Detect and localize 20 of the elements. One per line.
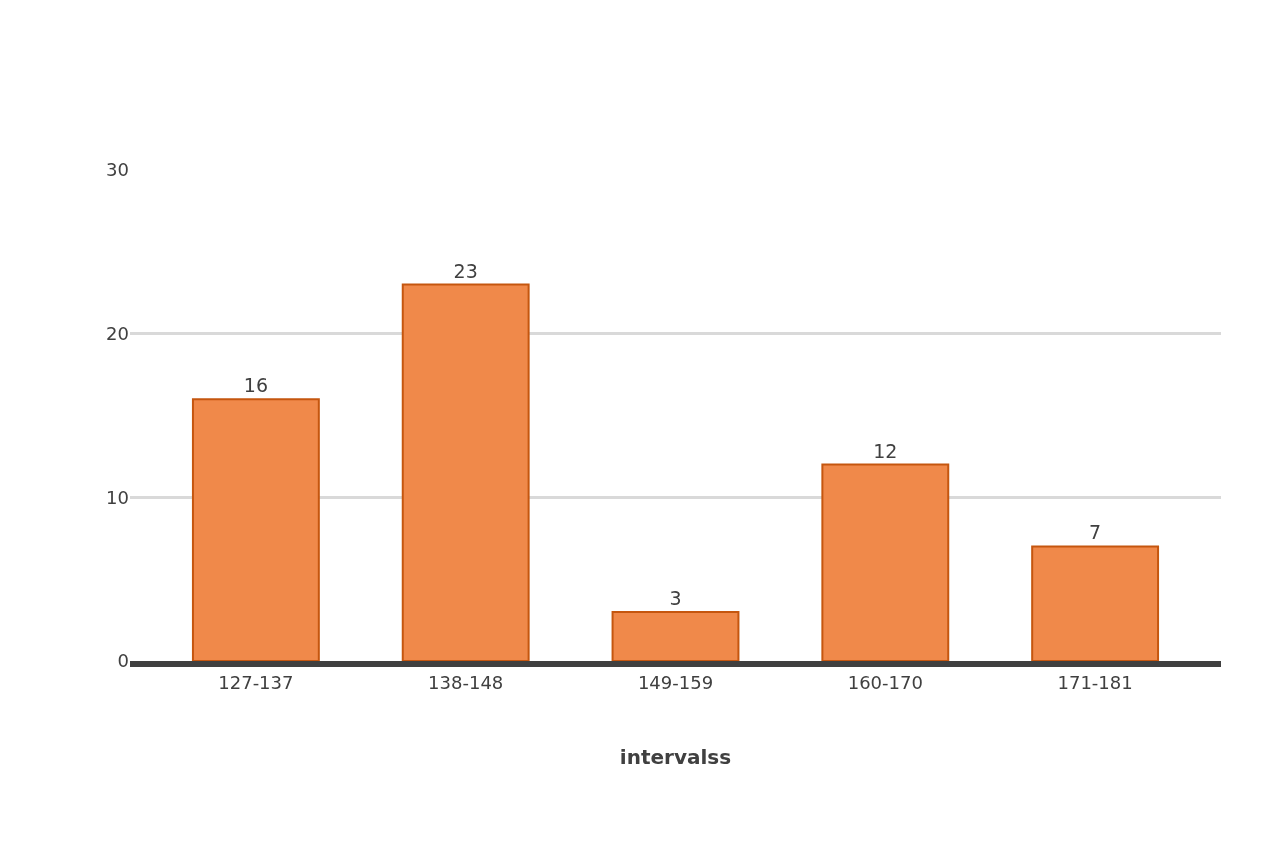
bar (611, 610, 740, 661)
bar (1031, 545, 1160, 661)
y-tick-label: 10 (106, 486, 129, 508)
x-tick-label: 171-181 (1057, 671, 1133, 693)
data-label: 23 (453, 259, 478, 282)
x-tick-label: 149-159 (637, 671, 714, 693)
x-tick-label: 160-170 (847, 671, 923, 693)
data-label: 16 (243, 374, 268, 397)
y-tick-label: 30 (106, 159, 129, 181)
x-axis-title: intervalss (619, 744, 732, 769)
y-tick-label: 20 (106, 322, 129, 344)
data-label: 3 (669, 586, 682, 609)
bar (401, 283, 530, 661)
bar (821, 463, 950, 661)
data-label: 7 (1089, 521, 1102, 544)
bar (191, 398, 320, 661)
x-tick-label: 127-137 (218, 671, 294, 693)
data-label: 12 (873, 439, 898, 462)
y-tick-label: 0 (117, 650, 129, 672)
x-tick-label: 138-148 (428, 671, 504, 693)
